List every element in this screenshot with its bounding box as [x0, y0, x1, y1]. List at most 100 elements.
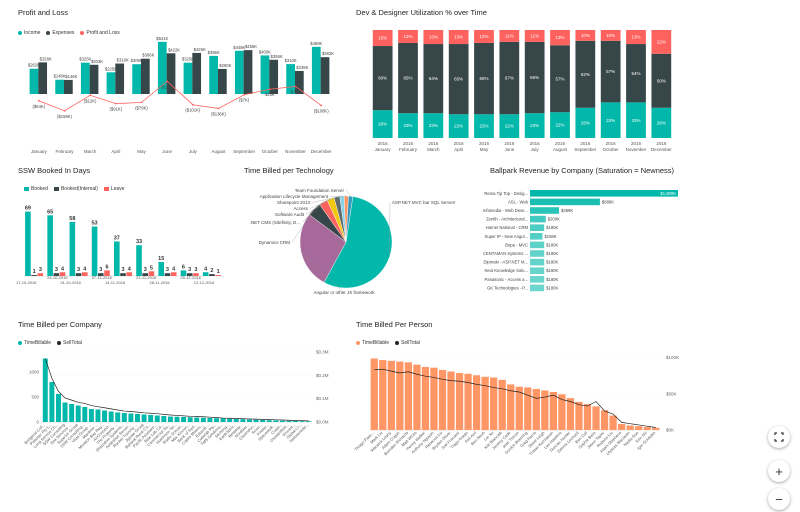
sell-total-line: [374, 368, 656, 428]
time-billable-bar: [549, 392, 558, 430]
bar-data-label: $180K: [546, 225, 558, 230]
bar-data-label: $180K: [546, 285, 558, 290]
zoom-in-button[interactable]: +: [768, 460, 790, 482]
x-tick-label: January: [31, 149, 48, 154]
plus-icon: +: [775, 463, 783, 479]
pie-slice-label: Angular or other JS framework: [313, 290, 375, 295]
x-tick-label-year: 2016: [530, 141, 541, 146]
util-billable-segment: [651, 107, 672, 138]
util-billable-segment: [448, 114, 469, 138]
zoom-out-button[interactable]: −: [768, 488, 790, 510]
time-billable-bar: [592, 406, 600, 430]
profit-data-label: ($101K): [185, 108, 201, 113]
time-billable-bar: [49, 382, 55, 422]
expenses-data-label: $455K: [245, 44, 257, 49]
income-bar: [157, 41, 167, 94]
util-leave-segment: [398, 30, 418, 43]
expenses-data-label: $146K: [65, 74, 77, 79]
income-bar: [183, 62, 193, 94]
expenses-bar: [166, 53, 176, 94]
income-data-label: $400K: [259, 49, 271, 54]
util-billable-segment: [474, 114, 494, 138]
fit-to-page-icon: [774, 432, 784, 442]
util-leave-segment: [499, 30, 520, 42]
y-tick-label: 500: [31, 395, 39, 400]
x-tick-label: October: [262, 149, 279, 154]
revenue-bar: [530, 258, 545, 266]
income-bar: [55, 79, 64, 94]
y2-tick-label: $0.1M: [316, 396, 329, 401]
expenses-data-label: $426K: [194, 47, 206, 52]
time-billable-bar: [306, 421, 312, 422]
util-leave-segment: [550, 30, 570, 46]
minus-icon: −: [775, 491, 783, 507]
income-bar: [80, 62, 90, 94]
segment-data-label: 62%: [581, 72, 590, 77]
income-bar: [311, 46, 321, 94]
segment-data-label: 67%: [505, 76, 514, 81]
x-tick-label: July: [189, 149, 198, 154]
chart-title: SSW Booked In Days: [18, 166, 91, 175]
x-tick-label-year: 2016: [555, 141, 566, 146]
bar-data-label: 1: [33, 269, 36, 275]
segment-data-label: 60%: [378, 76, 387, 81]
x-tick-label-month: August: [553, 147, 568, 152]
income-bar: [132, 64, 141, 94]
x-tick-label-year: 2016: [378, 141, 389, 146]
profit-loss-chart: $262K$328K ($64K) January $148K $146K ($159K)…: [28, 36, 334, 154]
x-tick-label: December: [311, 149, 332, 154]
segment-data-label: 10%: [581, 33, 590, 38]
ssw-1-bar: [142, 273, 149, 276]
bar-data-label: 5: [150, 265, 153, 271]
y-category-label: GK Technologies - P...: [487, 285, 528, 290]
leader-line: [300, 251, 345, 293]
revenue-bar: [530, 207, 560, 214]
y-category-label: Zenith - Architectural...: [486, 217, 528, 222]
ssw-booked-panel: SSW Booked In Days Booked Booked(Interna…: [16, 166, 238, 286]
x-tick-label-year: 2016: [504, 141, 515, 146]
x-tick-label: February: [55, 149, 74, 154]
time-billable-bar: [609, 415, 617, 430]
time-billable-bar: [115, 412, 121, 422]
time-billable-bar: [62, 402, 68, 422]
segment-data-label: 12%: [479, 34, 488, 39]
income-data-label: $325K: [182, 57, 194, 62]
bar-data-label: 2: [210, 268, 213, 274]
ssw-2-bar: [82, 272, 88, 276]
x-tick-label-year: 2016: [479, 141, 490, 146]
fit-to-page-button[interactable]: [768, 426, 790, 448]
bar-data-label: 69: [25, 206, 31, 212]
expenses-data-label: $239K: [296, 65, 308, 70]
time-billable-bar: [455, 373, 464, 430]
expenses-data-label: $328K: [40, 56, 52, 61]
pie-slice-label: .NET CMS (Sitefinity, D...: [250, 220, 300, 225]
segment-data-label: 66%: [530, 75, 539, 80]
segment-data-label: 65%: [454, 77, 463, 82]
time-billable-bar: [498, 379, 506, 430]
time-billable-bar: [260, 420, 266, 422]
expenses-data-label: $316K: [117, 58, 129, 63]
ssw-2-bar: [104, 270, 110, 276]
income-data-label: $262K: [28, 63, 40, 68]
x-tick-label-year: 2016: [454, 141, 465, 146]
y2-tick-label: $50K: [666, 391, 677, 396]
time-billable-bar: [652, 427, 660, 430]
x-tick-label-month: July: [531, 147, 540, 152]
income-data-label: $541K: [156, 36, 168, 41]
expenses-bar: [192, 52, 202, 94]
x-tick-label: August: [211, 149, 226, 154]
revenue-bar: [530, 241, 545, 249]
time-billable-bar: [207, 418, 213, 422]
segment-data-label: 22%: [479, 124, 488, 129]
ssw-0-bar: [180, 270, 187, 276]
profit-data-label: ($79K): [135, 105, 148, 110]
time-billable-bar: [88, 409, 94, 422]
y-category-label: Panasonic - Access a...: [484, 277, 528, 282]
ssw-2-bar: [59, 272, 66, 276]
x-tick-label-month: January: [375, 147, 392, 152]
util-billable-segment: [398, 113, 418, 138]
time-billable-bar: [600, 410, 609, 430]
time-billable-bar: [154, 415, 160, 422]
profit-data-label: ($64K): [33, 104, 46, 109]
